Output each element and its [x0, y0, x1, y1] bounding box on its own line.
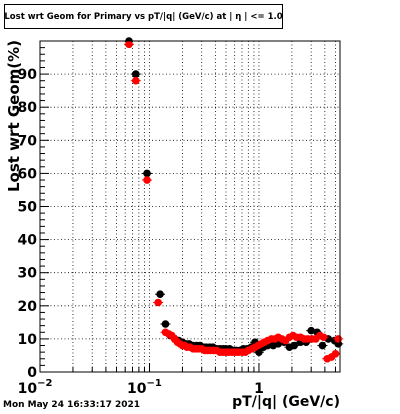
y-tick-label: 20 [18, 299, 38, 315]
series-red [123, 40, 344, 363]
data-point [143, 176, 151, 184]
data-point [290, 341, 299, 350]
y-tick-label: 10 [18, 332, 38, 348]
axis-ticks [40, 40, 336, 373]
data-point [131, 76, 140, 85]
y-tick-label: 80 [18, 100, 38, 116]
y-tick-label: 70 [18, 133, 38, 149]
y-tick-label: 30 [18, 266, 38, 282]
data-series [123, 37, 344, 363]
series-black [123, 37, 344, 356]
x-tick-label: 1 [254, 381, 264, 397]
data-point [161, 320, 170, 328]
x-tick-label: 10−2 [18, 378, 53, 397]
y-axis-title: Lost wrt Geom(%) [5, 40, 23, 192]
data-point [318, 341, 327, 350]
y-tick-label: 50 [18, 200, 38, 216]
y-tick-label: 90 [18, 67, 38, 83]
data-point [334, 335, 343, 343]
tick-labels: 0 10 20 30 40 50 60 70 80 90 10−2 10−1 1 [18, 67, 264, 397]
x-tick-label: 10−1 [127, 378, 162, 397]
plot-frame [39, 40, 341, 373]
data-point [143, 169, 151, 178]
data-point [331, 349, 340, 358]
x-axis-title: pT/|q| (GeV/c) [232, 394, 340, 410]
data-point [156, 290, 164, 299]
data-point [154, 298, 162, 307]
data-point [131, 70, 140, 78]
chart-title: Lost wrt Geom for Primary vs pT/|q| (GeV… [4, 11, 283, 22]
y-tick-label: 60 [18, 166, 38, 182]
chart-title-box: Lost wrt Geom for Primary vs pT/|q| (GeV… [4, 4, 283, 29]
y-tick-label: 0 [27, 365, 37, 381]
y-tick-label: 40 [18, 233, 38, 249]
grid-lines [40, 41, 340, 372]
data-point [319, 333, 328, 342]
timestamp: Mon May 24 16:33:17 2021 [3, 400, 141, 410]
data-point [125, 40, 133, 49]
